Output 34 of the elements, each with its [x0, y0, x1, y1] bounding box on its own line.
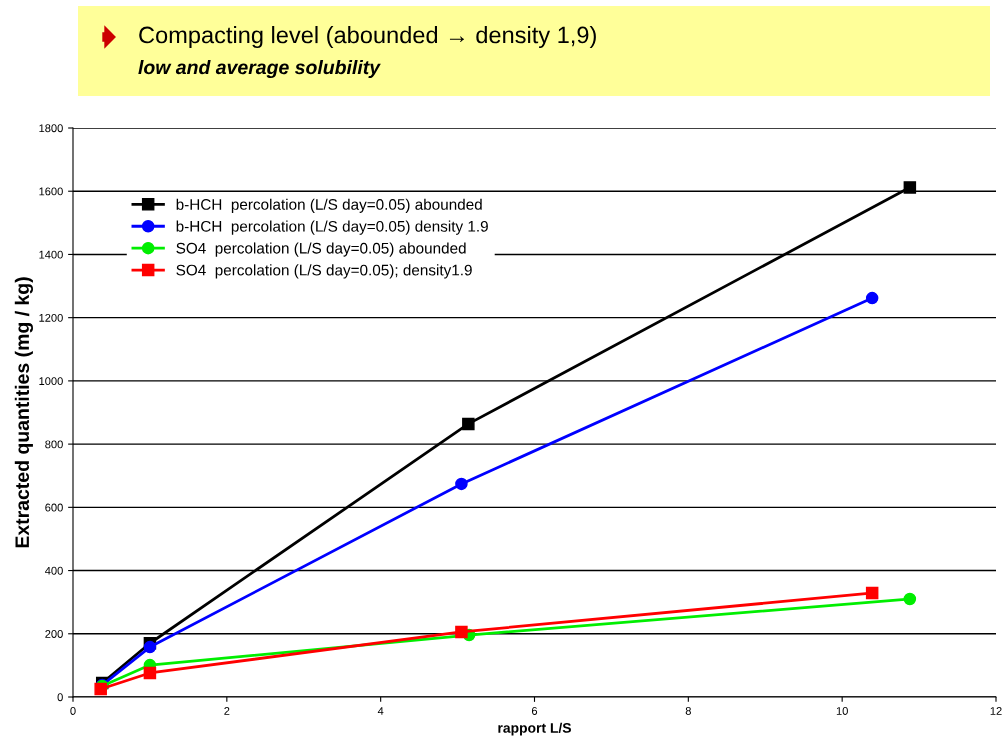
legend-label: b-HCH percolation (L/S day=0.05) abounded — [176, 198, 482, 213]
point — [462, 417, 475, 431]
x-axis-title: rapport L/S — [498, 722, 571, 736]
legend-label: SO4 percolation (L/S day=0.05) abounded — [176, 242, 466, 257]
y-tick-label: 0 — [57, 693, 63, 702]
y-tick-label: 1000 — [39, 377, 63, 386]
x-tick-label: 2 — [224, 707, 230, 715]
point — [143, 666, 157, 680]
point — [143, 640, 157, 654]
legend-label: SO4 percolation (L/S day=0.05); density1.9 — [176, 264, 472, 279]
y-tick-label: 400 — [45, 566, 63, 575]
y-tick-label: 1200 — [39, 313, 63, 322]
x-tick-label: 12 — [990, 707, 1002, 715]
point — [455, 477, 468, 491]
y-tick-label: 1600 — [39, 187, 63, 196]
x-tick-label: 10 — [836, 707, 848, 715]
y-tick-label: 1800 — [39, 124, 63, 133]
y-tick-label: 800 — [45, 440, 63, 449]
legend-label: b-HCH percolation (L/S day=0.05) density 1.9 — [176, 220, 488, 235]
y-axis-title: Extracted quantities (mg / kg) — [14, 277, 34, 548]
y-tick-label: 600 — [45, 503, 63, 512]
x-tick-label: 4 — [377, 707, 384, 715]
x-tick-label: 0 — [70, 707, 76, 715]
chart-title: Compacting level (abounded → density 1,9) — [139, 26, 596, 48]
x-tick-label: 6 — [531, 707, 538, 715]
y-tick-label: 200 — [45, 630, 63, 638]
point — [865, 291, 879, 305]
point — [903, 181, 917, 194]
chart-subtitle: low and average solubility — [138, 59, 381, 79]
x-tick-label: 8 — [685, 707, 691, 715]
y-tick-label: 1400 — [39, 250, 63, 259]
point — [455, 625, 468, 639]
point — [903, 592, 917, 606]
point — [865, 586, 879, 600]
